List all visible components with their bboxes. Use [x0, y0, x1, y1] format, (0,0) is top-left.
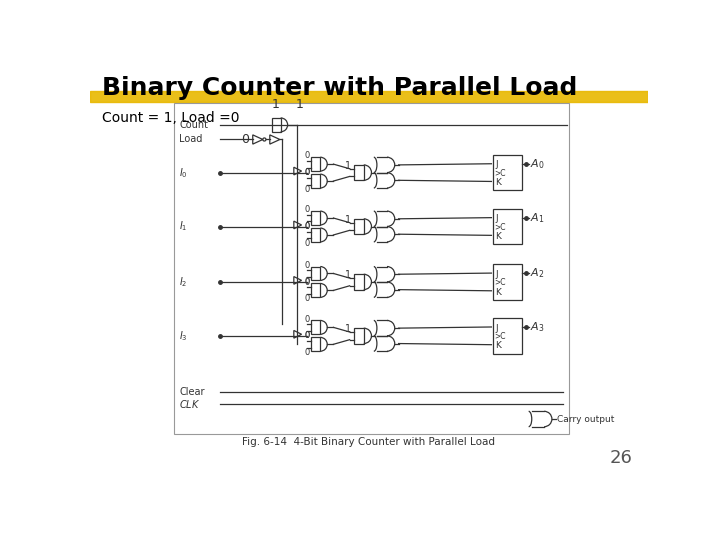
Text: 1: 1	[345, 161, 351, 171]
Bar	[493, 318, 523, 354]
Text: Binary Counter with Parallel Load: Binary Counter with Parallel Load	[102, 76, 577, 100]
Text: $CLK$: $CLK$	[179, 397, 200, 410]
Text: $A_3$: $A_3$	[530, 320, 544, 334]
Text: 0: 0	[304, 185, 310, 194]
Text: Clear: Clear	[179, 387, 204, 397]
Bar	[311, 320, 320, 334]
Text: K: K	[495, 288, 501, 296]
Text: Count: Count	[179, 120, 208, 130]
Text: 0: 0	[304, 278, 310, 287]
Bar	[90, 91, 648, 102]
Text: $I_2$: $I_2$	[179, 275, 187, 289]
Text: 0: 0	[304, 331, 310, 340]
Bar	[354, 274, 364, 289]
Text: K: K	[495, 232, 501, 241]
Text: K: K	[495, 178, 501, 187]
Text: Carry output: Carry output	[557, 415, 615, 423]
Bar	[354, 165, 364, 180]
Text: 0: 0	[304, 222, 310, 231]
Text: 1: 1	[272, 98, 280, 111]
Text: J: J	[495, 160, 498, 169]
Text: 1: 1	[345, 271, 351, 280]
Text: 26: 26	[610, 449, 632, 467]
Text: 0: 0	[304, 294, 310, 303]
Bar	[311, 338, 320, 351]
Text: Fig. 6-14  4-Bit Binary Counter with Parallel Load: Fig. 6-14 4-Bit Binary Counter with Para…	[243, 437, 495, 447]
Bar	[311, 174, 320, 188]
Bar	[311, 211, 320, 225]
Text: >C: >C	[495, 278, 506, 287]
Text: J: J	[495, 214, 498, 223]
Text: 1: 1	[345, 215, 351, 225]
Text: 0: 0	[241, 133, 249, 146]
Text: K: K	[495, 341, 501, 350]
Text: 0: 0	[304, 261, 310, 269]
Text: $A_2$: $A_2$	[530, 266, 544, 280]
Text: 1: 1	[345, 325, 351, 334]
Bar	[354, 328, 364, 343]
Text: >C: >C	[495, 223, 506, 232]
Text: 0: 0	[304, 348, 310, 357]
Text: 0: 0	[304, 278, 310, 286]
Text: 0: 0	[304, 239, 310, 248]
Text: $A_1$: $A_1$	[530, 211, 544, 225]
Text: 0: 0	[304, 332, 310, 340]
Text: Load: Load	[179, 134, 202, 145]
Bar	[354, 219, 364, 234]
Bar	[311, 267, 320, 280]
Bar	[311, 157, 320, 171]
Bar	[311, 284, 320, 298]
Text: $I_3$: $I_3$	[179, 329, 188, 343]
Bar	[493, 209, 523, 244]
Text: >C: >C	[495, 169, 506, 178]
Bar	[272, 118, 281, 132]
Text: 1: 1	[295, 98, 303, 111]
Text: 0: 0	[304, 151, 310, 160]
Bar	[493, 155, 523, 190]
Bar	[493, 264, 523, 300]
Text: $I_1$: $I_1$	[179, 220, 188, 233]
Text: >C: >C	[495, 332, 506, 341]
Text: 0: 0	[304, 168, 310, 177]
Text: 0: 0	[304, 168, 310, 177]
Bar	[174, 103, 569, 434]
Text: Count = 1, Load =0: Count = 1, Load =0	[102, 111, 239, 125]
Text: 0: 0	[304, 205, 310, 214]
Bar	[311, 228, 320, 242]
Text: $I_0$: $I_0$	[179, 166, 188, 179]
Text: $A_0$: $A_0$	[530, 157, 545, 171]
Text: 0: 0	[304, 314, 310, 323]
Text: J: J	[495, 269, 498, 279]
Text: J: J	[495, 323, 498, 333]
Text: 0: 0	[304, 222, 310, 231]
